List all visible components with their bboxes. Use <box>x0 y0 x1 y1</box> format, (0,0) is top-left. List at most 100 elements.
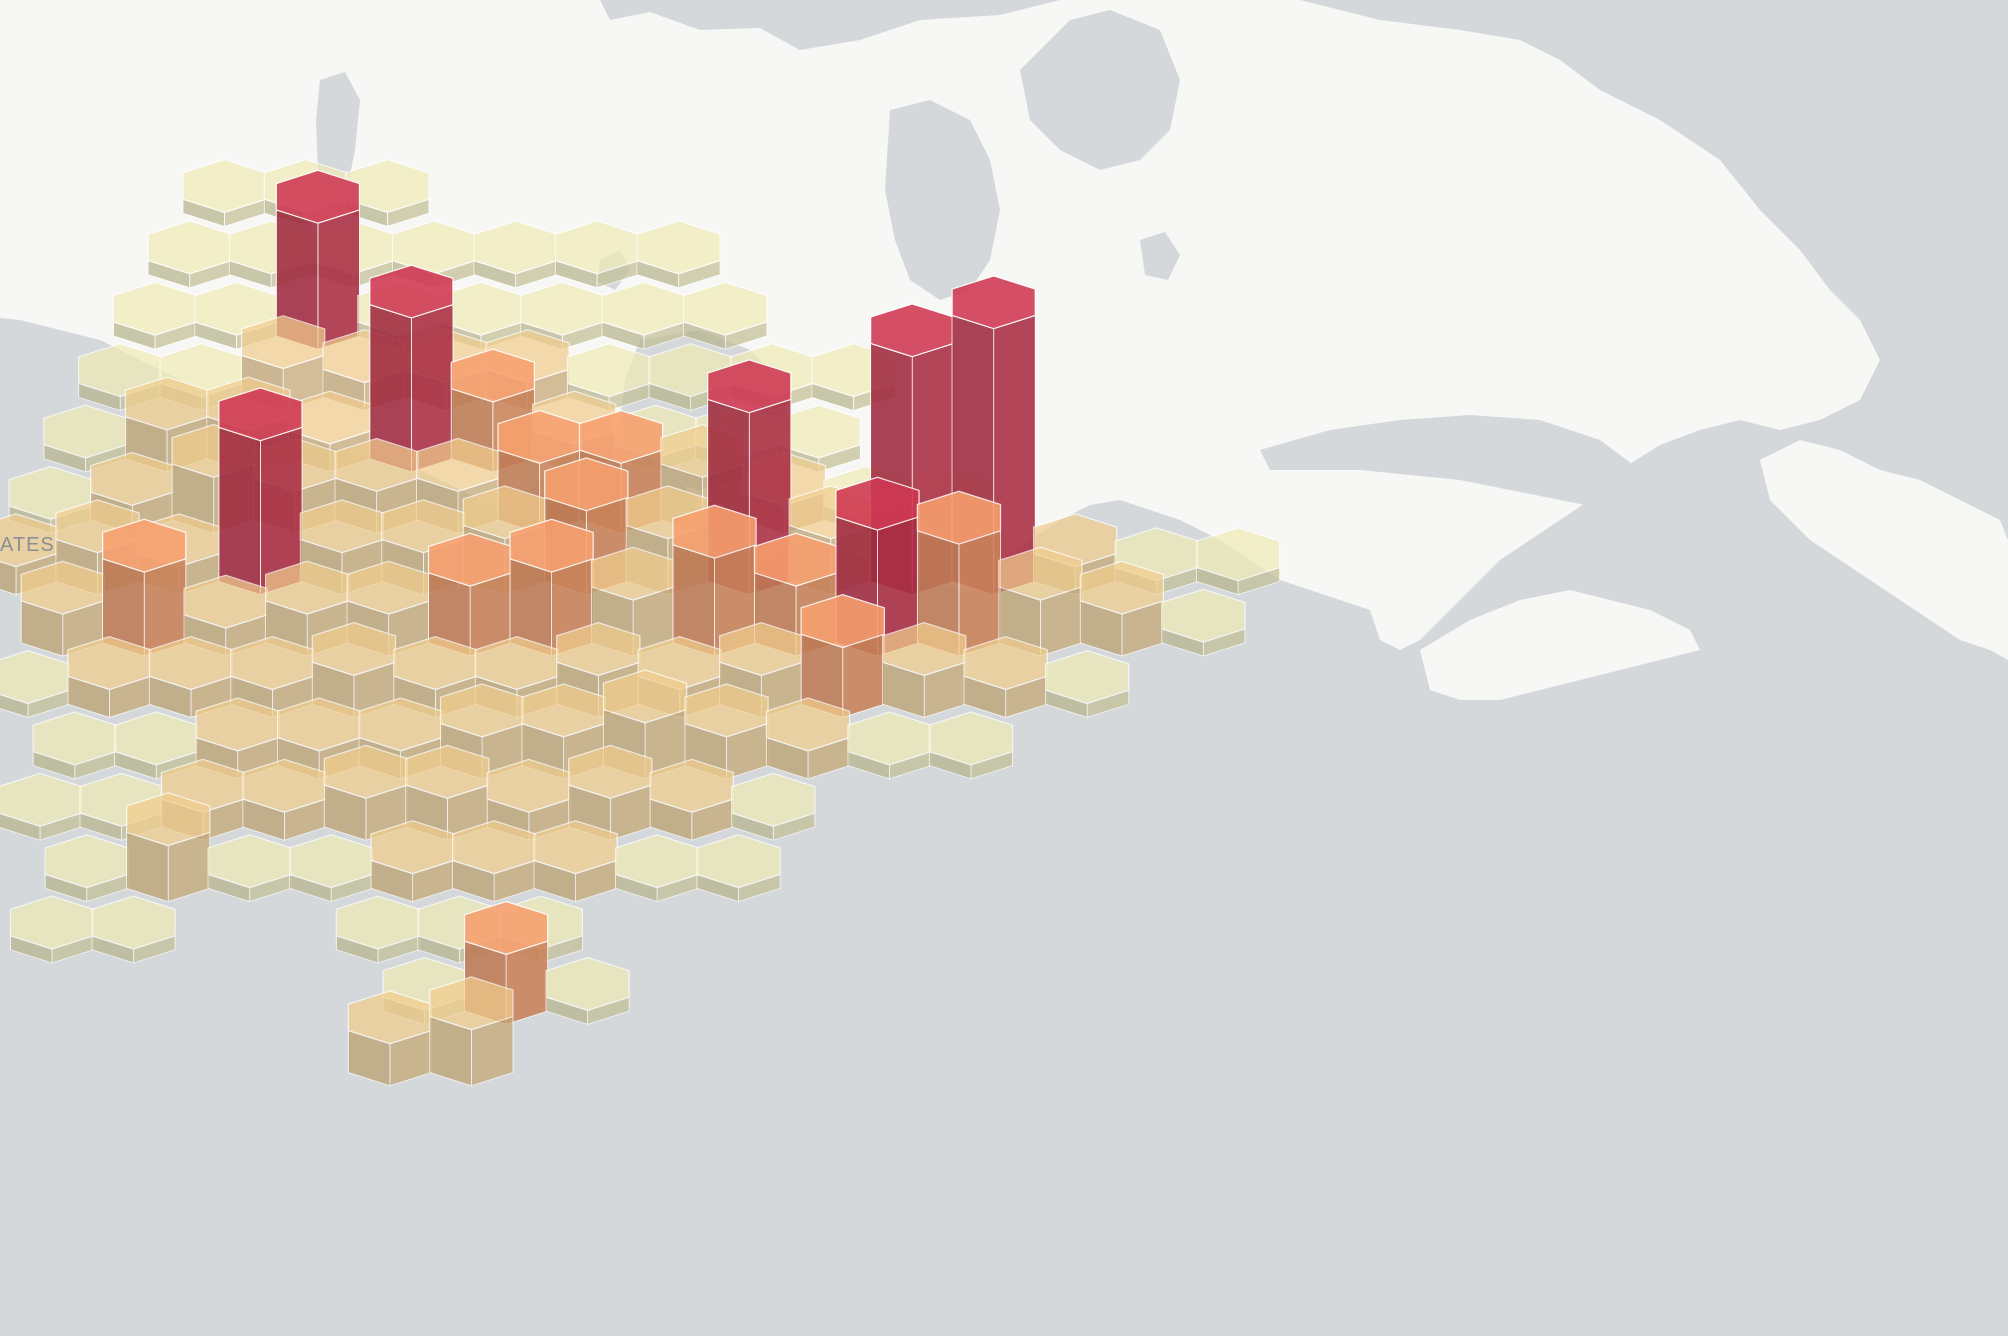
hexbin-column[interactable] <box>601 281 686 350</box>
hexbin-column[interactable] <box>0 650 71 718</box>
hexbin-column[interactable] <box>275 169 361 350</box>
hexbin-column[interactable] <box>963 636 1048 718</box>
hexbin-column[interactable] <box>602 669 688 780</box>
hexbin-side <box>842 633 885 718</box>
hexbin-column[interactable] <box>636 220 721 289</box>
hexbin-column[interactable] <box>998 546 1083 657</box>
hexbin-top <box>1044 650 1130 705</box>
land-newfoundland <box>1760 440 2008 660</box>
hexbin-column[interactable] <box>44 834 129 903</box>
hexbin-column[interactable] <box>126 792 211 903</box>
hexbin-column[interactable] <box>67 636 152 718</box>
hexbin-top <box>951 275 1036 330</box>
hexbin-top <box>91 895 176 950</box>
hexbin-top <box>545 956 630 1011</box>
hexbin-column[interactable] <box>347 990 433 1087</box>
hexbin-top <box>556 622 641 677</box>
hexbin-top <box>1079 560 1165 615</box>
hexbin-column[interactable] <box>649 758 734 841</box>
hexbin-top <box>672 504 757 559</box>
hexbin-column[interactable] <box>568 744 653 841</box>
hexbin-column[interactable] <box>545 956 630 1025</box>
hexbin-top <box>649 758 734 813</box>
hexbin-column[interactable] <box>91 895 176 964</box>
hexbin-column[interactable] <box>242 758 327 841</box>
hexbin-top <box>544 457 629 512</box>
hexbin-top <box>928 711 1014 766</box>
hexbin-column[interactable] <box>683 281 768 350</box>
hexbin-column[interactable] <box>928 711 1014 780</box>
hexbin-column[interactable] <box>696 834 781 903</box>
hexbin-column[interactable] <box>1079 560 1165 657</box>
hexbin-top <box>311 622 397 677</box>
hexbin-column[interactable] <box>102 518 187 657</box>
hexbin-column[interactable] <box>0 772 83 841</box>
hexbin-top <box>369 264 454 319</box>
hexbin-column[interactable] <box>32 711 117 780</box>
hexbin-column[interactable] <box>183 574 268 657</box>
hexbin-top <box>463 900 549 955</box>
hexbin-column[interactable] <box>9 895 95 964</box>
hexbin-top <box>126 792 211 847</box>
hexbin-column[interactable] <box>207 834 292 903</box>
hexbin-column[interactable] <box>182 158 267 227</box>
hexbin-top <box>1195 527 1281 582</box>
hexbin-side <box>218 426 261 596</box>
hexbin-column[interactable] <box>112 281 198 350</box>
hexbin-top <box>102 518 187 573</box>
hexbin-column[interactable] <box>882 622 967 718</box>
hexbin-column[interactable] <box>1161 588 1246 657</box>
hexbin-column[interactable] <box>800 594 885 718</box>
hexbin-side <box>0 694 29 718</box>
hexbin-column[interactable] <box>451 820 537 903</box>
hexbin-top <box>696 834 781 889</box>
hexbin-top <box>800 594 885 649</box>
lake-hudson-bay <box>1020 10 1180 170</box>
hexbin-column[interactable] <box>1044 650 1130 718</box>
hexbin-top <box>916 490 1002 545</box>
hexbin-column[interactable] <box>147 220 232 289</box>
hexbin-column[interactable] <box>288 834 374 903</box>
hexbin-column[interactable] <box>335 895 421 964</box>
hexbin-top <box>707 359 792 414</box>
hexbin-column[interactable] <box>554 220 640 289</box>
hexbin-top <box>345 158 430 214</box>
hexbin-layer <box>0 158 1281 1087</box>
hexbin-column[interactable] <box>311 622 397 718</box>
hexbin-top <box>450 348 536 403</box>
hexbin-top <box>405 744 490 799</box>
hexbin-top <box>429 976 514 1031</box>
hexbin-column[interactable] <box>218 387 303 596</box>
hexbin-column[interactable] <box>1195 527 1281 596</box>
hexbin-top <box>509 518 594 573</box>
hexbin-top <box>578 409 664 464</box>
hexbin-top <box>636 220 721 275</box>
hexbin-top <box>731 772 816 827</box>
hexbin-top <box>765 697 851 752</box>
hexbin-column[interactable] <box>369 264 454 473</box>
hexbin-column[interactable] <box>20 560 105 657</box>
hexbin-column[interactable] <box>614 834 700 903</box>
hexbin-top <box>684 683 769 738</box>
lake-james-bay <box>885 100 1000 300</box>
hexbin-top <box>963 636 1048 691</box>
lake-mistassini <box>1140 232 1180 280</box>
hexbin-top <box>602 669 688 724</box>
land-nova-scotia <box>1420 590 1700 700</box>
hexbin-column[interactable] <box>765 697 851 780</box>
hexbin-column[interactable] <box>731 772 816 841</box>
hexbin-column[interactable] <box>847 711 932 780</box>
hexbin-column[interactable] <box>533 820 618 903</box>
hexbin-top <box>568 744 653 799</box>
hexbin-column[interactable] <box>405 744 490 841</box>
hexbin-side <box>0 813 41 841</box>
hexbin-top <box>533 820 618 875</box>
hexbin-column[interactable] <box>370 820 455 903</box>
lake-st-lawrence <box>1260 415 1650 510</box>
hexbin-column[interactable] <box>429 976 514 1087</box>
region-label: ATES <box>0 534 55 556</box>
hexbin-column[interactable] <box>427 532 513 657</box>
hexbin-column[interactable] <box>473 220 558 289</box>
